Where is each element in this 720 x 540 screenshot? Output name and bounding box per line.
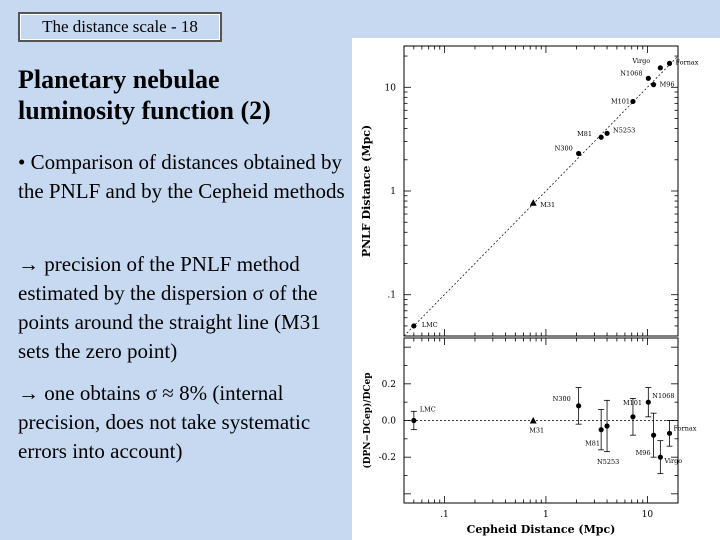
bottom-point-label-virgo: Virgo	[663, 457, 682, 465]
one-to-one-line	[403, 55, 679, 337]
bottom-point-label-m96: M96	[636, 449, 651, 457]
top-y-tick-label: 1	[390, 187, 396, 197]
top-point-n300	[576, 150, 582, 157]
top-point-label-m101: M101	[611, 97, 630, 105]
top-point-label-lmc: LMC	[422, 321, 438, 329]
top-point-label-m96: M96	[660, 81, 675, 89]
top-point-m31	[529, 199, 537, 206]
top-point-label-n300: N300	[555, 144, 573, 152]
pnlf-vs-cepheid-figure: 10 1 .1 0.2 0.0 -0.2 .1 1 10 Cepheid Distance (Mp…	[352, 38, 720, 540]
bottom-point-label-n5253: N5253	[597, 458, 619, 466]
top-panel-frame	[403, 45, 679, 337]
x-tick-label: 10	[642, 510, 654, 520]
top-point-virgo	[657, 65, 663, 71]
figure-svg: 10 1 .1 0.2 0.0 -0.2 .1 1 10 Cepheid Distance (Mp…	[360, 45, 699, 536]
bottom-y-tick-label: -0.2	[379, 453, 396, 463]
bullet-precision: → precision of the PNLF method estimated…	[18, 252, 321, 363]
bottom-point-m96	[651, 432, 657, 438]
slide-title-box: The distance scale - 18	[18, 12, 222, 42]
bottom-point-fornax	[666, 430, 673, 436]
top-y-tick-label: .1	[387, 291, 396, 301]
x-axis-label: Cepheid Distance (Mpc)	[467, 523, 616, 536]
bottom-point-m81	[598, 427, 604, 433]
top-point-label-fornax: Fornax	[676, 58, 699, 66]
top-y-axis-label: PNLF Distance (Mpc)	[360, 125, 373, 257]
bottom-point-label-fornax: Fornax	[674, 424, 697, 432]
top-point-label-virgo: Virgo	[631, 57, 650, 65]
bottom-point-label-m101: M101	[623, 399, 642, 407]
bottom-point-label-lmc: LMC	[420, 406, 436, 414]
x-tick-label: 1	[543, 510, 549, 520]
bullet-sigma-result: → one obtains σ ≈ 8% (internal precision…	[18, 381, 311, 463]
bottom-y-tick-label: 0.0	[382, 417, 397, 427]
top-point-m96	[651, 82, 657, 88]
top-point-label-n5253: N5253	[613, 126, 635, 134]
bottom-point-label-m31: M31	[529, 427, 544, 435]
slide-heading: Planetary nebulae luminosity function (2…	[18, 65, 271, 125]
top-point-m101	[630, 98, 636, 105]
top-point-lmc	[411, 323, 417, 329]
bottom-y-axis-label: (DPN−DCep)/DCep	[362, 372, 373, 468]
bottom-point-label-m81: M81	[585, 440, 600, 448]
bottom-point-n300	[576, 403, 582, 409]
x-tick-label: .1	[440, 510, 449, 520]
top-y-tick-label: 10	[385, 83, 397, 93]
bottom-y-tick-label: 0.2	[382, 380, 396, 390]
bottom-point-m31	[529, 417, 537, 424]
bottom-point-m101	[630, 414, 636, 420]
bottom-point-lmc	[411, 417, 417, 424]
top-point-n1068	[645, 75, 651, 81]
top-point-label-m81: M81	[577, 130, 592, 138]
top-point-fornax	[666, 60, 673, 66]
bottom-point-label-n300: N300	[553, 395, 571, 403]
top-point-n5253	[604, 130, 610, 136]
bottom-point-virgo	[657, 454, 663, 460]
top-point-label-n1068: N1068	[620, 69, 642, 77]
bottom-point-label-n1068: N1068	[652, 392, 674, 400]
bottom-point-n1068	[645, 399, 651, 405]
bottom-point-n5253	[604, 423, 610, 429]
bullet-comparison: • Comparison of distances obtained by th…	[18, 150, 345, 203]
top-point-m81	[598, 134, 604, 140]
top-point-label-m31: M31	[540, 201, 555, 209]
